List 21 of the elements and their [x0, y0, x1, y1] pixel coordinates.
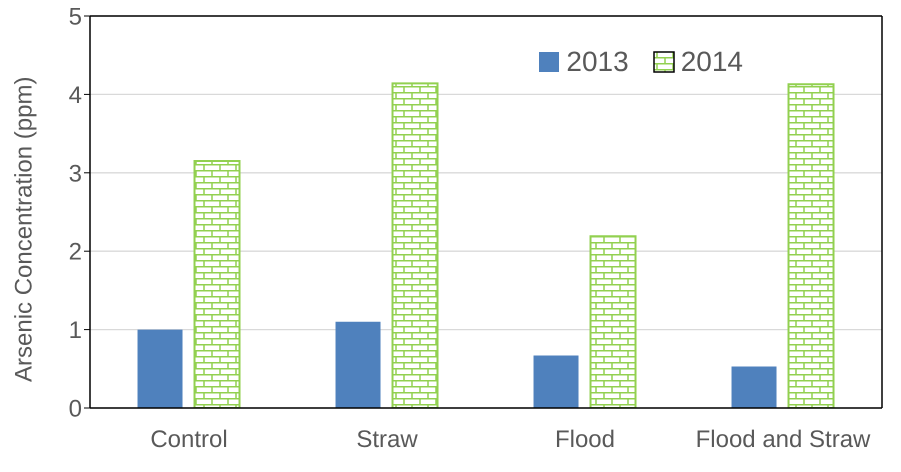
bar	[590, 235, 637, 408]
x-tick-label: Straw	[356, 426, 418, 454]
legend-label: 2013	[565, 46, 629, 78]
bar	[788, 83, 835, 408]
y-tick-label: 1	[68, 317, 82, 344]
y-tick-label: 3	[68, 160, 82, 188]
bar	[336, 322, 381, 408]
y-axis-title: Arsenic Concentration (ppm)	[10, 76, 38, 382]
bar	[534, 355, 579, 408]
x-tick-label: Control	[150, 426, 228, 454]
bar	[392, 82, 439, 408]
y-tick-label: 0	[68, 396, 82, 423]
bar	[732, 366, 777, 408]
y-tick-label: 4	[68, 82, 82, 109]
legend-label: 2014	[680, 46, 743, 78]
bar	[138, 330, 183, 408]
x-tick-label: Flood and Straw	[696, 426, 872, 454]
bar	[194, 160, 241, 408]
y-tick-label: 2	[68, 238, 82, 266]
x-tick-label: Flood	[554, 426, 616, 454]
y-tick-label: 5	[68, 4, 82, 31]
